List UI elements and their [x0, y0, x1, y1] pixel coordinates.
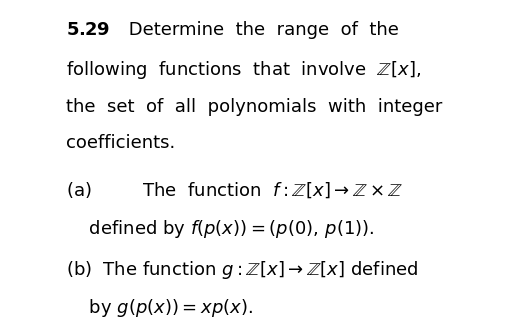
Text: defined by $f(p(x)) = (p(0),\, p(1)).$: defined by $f(p(x)) = (p(0),\, p(1)).$ — [66, 218, 375, 240]
Text: coefficients.: coefficients. — [66, 134, 175, 152]
Text: following  functions  that  involve  $\mathbb{Z}[x]$,: following functions that involve $\mathb… — [66, 59, 421, 81]
Text: (b)  The function $g : \mathbb{Z}[x] \rightarrow \mathbb{Z}[x]$ defined: (b) The function $g : \mathbb{Z}[x] \rig… — [66, 259, 418, 281]
Text: the  set  of  all  polynomials  with  integer: the set of all polynomials with integer — [66, 98, 442, 116]
Text: (a)         The  function  $f : \mathbb{Z}[x] \rightarrow \mathbb{Z} \times \mat: (a) The function $f : \mathbb{Z}[x] \rig… — [66, 181, 404, 200]
Text: $\mathbf{5.29}$: $\mathbf{5.29}$ — [66, 21, 110, 39]
Text: Determine  the  range  of  the: Determine the range of the — [123, 21, 399, 39]
Text: by $g(p(x)) = xp(x).$: by $g(p(x)) = xp(x).$ — [66, 297, 253, 319]
